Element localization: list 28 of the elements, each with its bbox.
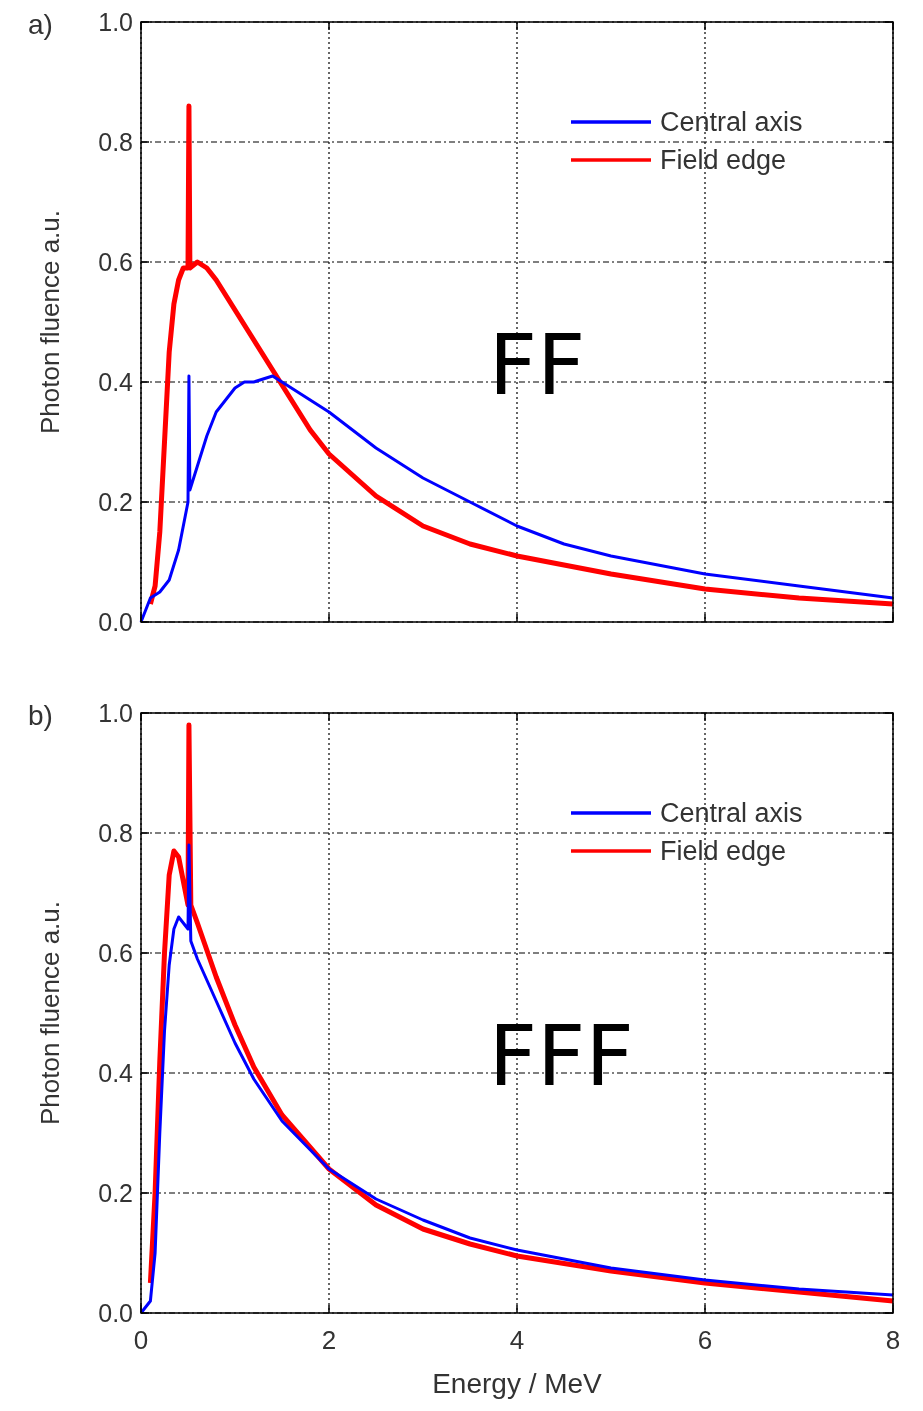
x-tick-label: 4 bbox=[509, 1325, 525, 1355]
legend-label: Field edge bbox=[660, 145, 787, 175]
y-tick-label: 0.8 bbox=[98, 128, 133, 156]
y-tick-label: 0.0 bbox=[98, 1299, 133, 1327]
y-tick-label: 0.6 bbox=[98, 248, 133, 276]
legend-label: Central axis bbox=[660, 798, 803, 828]
text: b) bbox=[28, 700, 53, 731]
y-tick-label: 0.4 bbox=[98, 1059, 134, 1087]
y-tick-label: 1.0 bbox=[98, 699, 133, 727]
y-tick-label: 0.8 bbox=[98, 819, 133, 847]
y-axis-title: Photon fluence a.u. bbox=[35, 900, 65, 1126]
legend-label: Central axis bbox=[660, 107, 803, 137]
y-tick-label: 0.2 bbox=[98, 1179, 133, 1207]
x-tick-label: 0 bbox=[133, 1325, 149, 1355]
x-tick-label: 2 bbox=[321, 1325, 337, 1355]
legend-label: Field edge bbox=[660, 836, 787, 866]
annotation: FF bbox=[488, 316, 586, 414]
x-tick-label: 6 bbox=[697, 1325, 713, 1355]
y-axis-title: Photon fluence a.u. bbox=[35, 209, 65, 435]
x-axis-title: Energy / MeV bbox=[432, 1368, 603, 1399]
annotation: FFF bbox=[488, 1007, 634, 1105]
y-tick-label: 0.0 bbox=[98, 608, 133, 636]
y-tick-label: 1.0 bbox=[98, 8, 133, 36]
x-tick-label: 8 bbox=[885, 1325, 901, 1355]
y-tick-label: 0.6 bbox=[98, 939, 133, 967]
text: a) bbox=[28, 9, 53, 40]
y-tick-label: 0.4 bbox=[98, 368, 134, 396]
y-tick-label: 0.2 bbox=[98, 488, 133, 516]
